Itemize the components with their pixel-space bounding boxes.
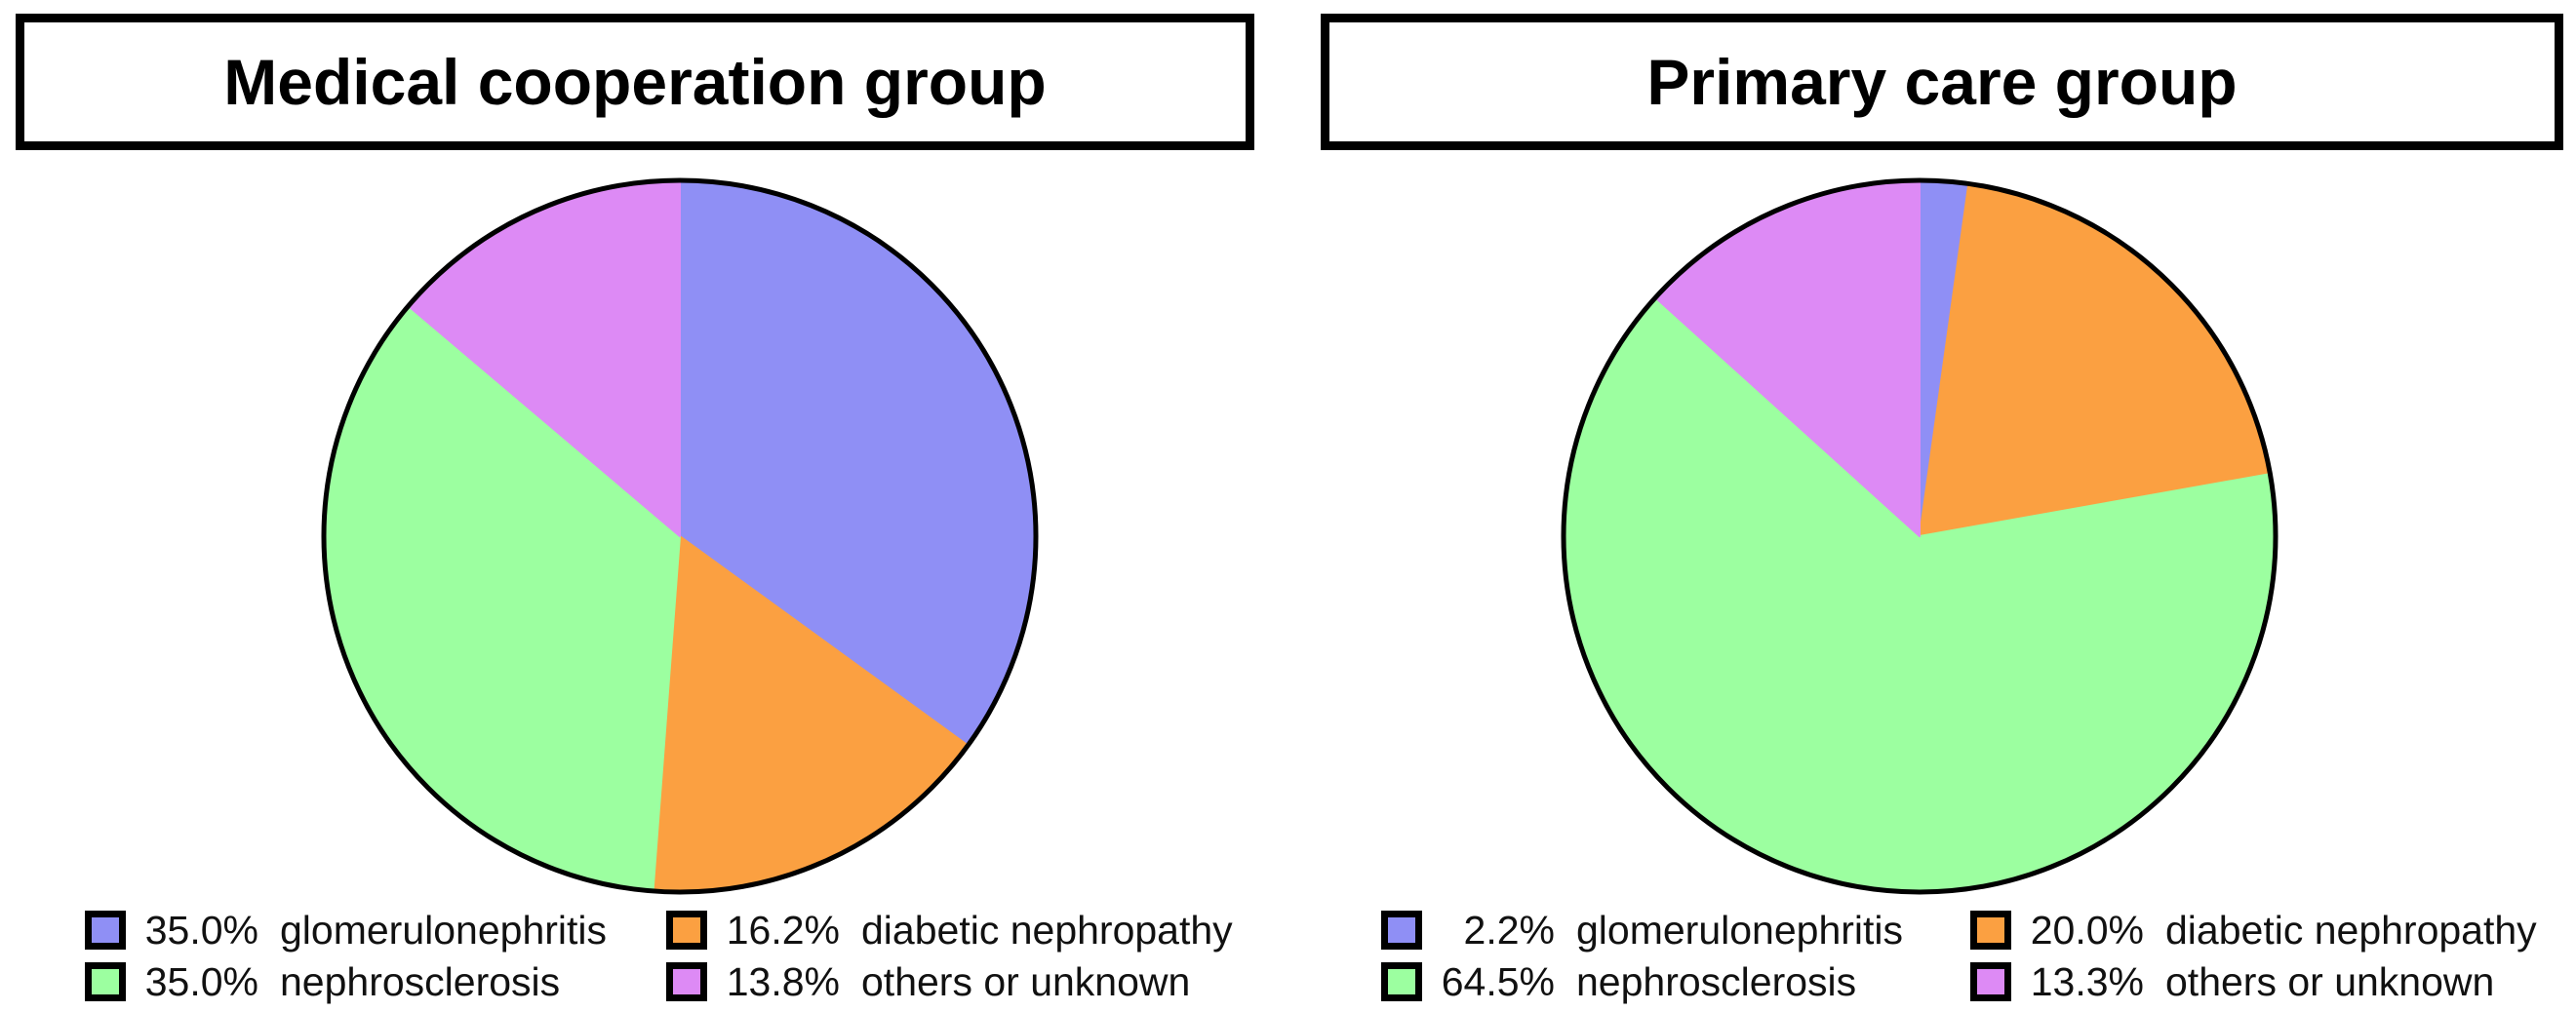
pie-outline	[1561, 177, 2279, 895]
chart-title-primary-care-group: Primary care group	[1321, 14, 2563, 150]
legend-swatch-others-or-unknown	[666, 962, 707, 1001]
legend-pct: 2.2%	[1463, 907, 1555, 953]
legend-pct: 16.2%	[726, 907, 840, 953]
legend-item: 20.0% diabetic nephropathy	[1970, 907, 2537, 954]
legend-swatch-nephrosclerosis	[1381, 962, 1422, 1001]
legend-pct: 13.3%	[2030, 958, 2144, 1004]
legend-pct: 35.0%	[144, 907, 258, 953]
pie-chart-primary-care-group	[1561, 177, 2279, 895]
legend-label: nephrosclerosis	[1576, 958, 1857, 1004]
legend-pct: 13.8%	[726, 958, 840, 1004]
chart-title-medical-cooperation-group: Medical cooperation group	[16, 14, 1254, 150]
pie-outline	[321, 177, 1039, 895]
legend-item: 35.0% nephrosclerosis	[85, 958, 560, 1005]
legend-item: 64.5% nephrosclerosis	[1381, 958, 1856, 1005]
legend-swatch-glomerulonephritis	[85, 911, 126, 950]
legend-swatch-others-or-unknown	[1970, 962, 2011, 1001]
legend-item: 13.3% others or unknown	[1970, 958, 2494, 1005]
legend-label: diabetic nephropathy	[861, 907, 1233, 953]
legend-item: 2.2% glomerulonephritis	[1381, 907, 1903, 954]
legend-label: glomerulonephritis	[1576, 907, 1904, 953]
legend-pct: 35.0%	[144, 958, 258, 1004]
legend-pct: 20.0%	[2030, 907, 2144, 953]
legend-swatch-diabetic-nephropathy	[666, 911, 707, 950]
legend-item: 16.2% diabetic nephropathy	[666, 907, 1233, 954]
legend-label: others or unknown	[861, 958, 1191, 1004]
legend-label: others or unknown	[2165, 958, 2495, 1004]
legend-label: nephrosclerosis	[280, 958, 561, 1004]
legend-swatch-glomerulonephritis	[1381, 911, 1422, 950]
pie-chart-medical-cooperation-group	[321, 177, 1039, 895]
legend-label: diabetic nephropathy	[2165, 907, 2537, 953]
legend-swatch-nephrosclerosis	[85, 962, 126, 1001]
legend-swatch-diabetic-nephropathy	[1970, 911, 2011, 950]
legend-label: glomerulonephritis	[280, 907, 608, 953]
legend-item: 35.0% glomerulonephritis	[85, 907, 607, 954]
legend-pct: 64.5%	[1441, 958, 1555, 1004]
legend-item: 13.8% others or unknown	[666, 958, 1190, 1005]
